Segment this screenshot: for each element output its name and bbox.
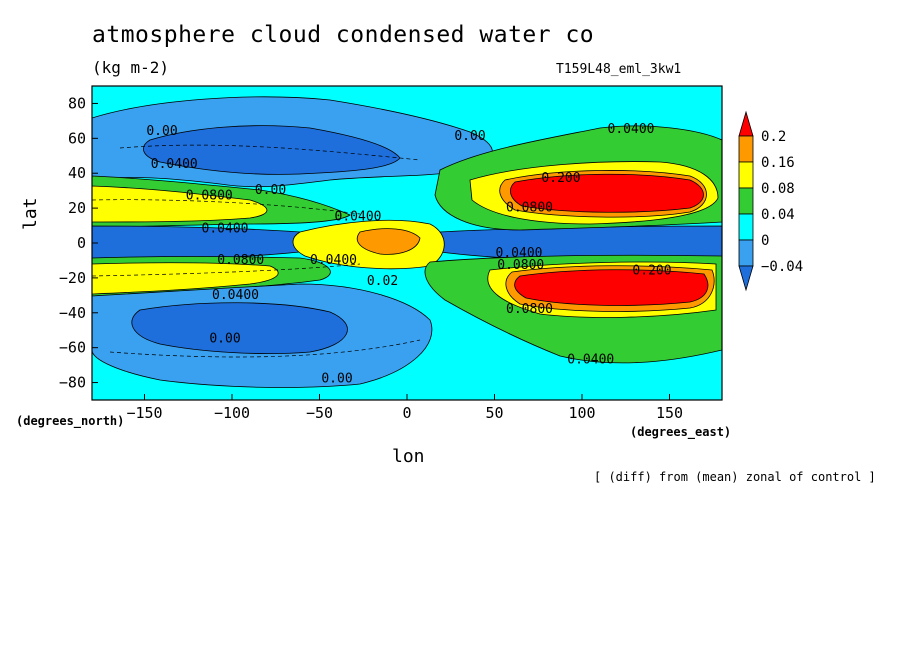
colorbar-segment — [738, 239, 754, 267]
x-tick-label: −50 — [306, 404, 333, 422]
pos-band-north-yellow — [92, 185, 268, 223]
contour-label: 0.0800 — [506, 302, 553, 317]
y-tick-label: −20 — [59, 269, 86, 287]
y-tick-label: −60 — [59, 339, 86, 357]
contour-label: 0.00 — [146, 124, 177, 139]
contour-label: 0.0800 — [186, 188, 233, 203]
contour-label: 0.00 — [321, 372, 352, 387]
contour-label: 0.0400 — [567, 352, 614, 367]
y-tick-label: 20 — [68, 199, 86, 217]
neg-region-south-core — [131, 302, 348, 354]
x-unit-label: (degrees_east) — [630, 425, 732, 439]
contour-label: 0.00 — [255, 183, 286, 198]
contour-label: 0.0400 — [212, 288, 259, 303]
contour-label: 0.200 — [632, 263, 671, 278]
dashed-contour-4 — [109, 339, 421, 358]
x-tick-label: 100 — [568, 404, 595, 422]
colorbar-label: 0.2 — [761, 129, 786, 145]
pos-band-south-yellow — [92, 262, 279, 295]
dashed-contour-3 — [119, 144, 421, 161]
colorbar-label: 0.08 — [761, 181, 795, 197]
x-axis-label: lon — [392, 446, 425, 467]
y-tick-label: −80 — [59, 374, 86, 392]
footnote: [ (diff) from (mean) zonal of control ] — [594, 470, 876, 484]
chart-title: atmosphere cloud condensed water co — [92, 22, 595, 48]
run-label: T159L48_eml_3kw1 — [556, 62, 682, 77]
colorbar-label: −0.04 — [761, 259, 803, 275]
y-tick-label: −40 — [59, 304, 86, 322]
colorbar-segment — [738, 161, 754, 189]
contour-label: 0.0400 — [608, 122, 655, 137]
colorbar-label: 0.04 — [761, 207, 795, 223]
contour-label: 0.0400 — [496, 246, 543, 261]
x-tick-label: 50 — [485, 404, 503, 422]
contour-field — [92, 86, 722, 400]
colorbar-top-arrow — [738, 110, 754, 137]
x-tick-label: 150 — [656, 404, 683, 422]
colorbar-segment — [738, 213, 754, 241]
y-unit-label: (degrees_north) — [16, 414, 125, 428]
y-tick-label: 0 — [77, 234, 86, 252]
x-tick-label: −100 — [214, 404, 250, 422]
chart-units: (kg m-2) — [92, 58, 170, 77]
colorbar-bottom-arrow — [738, 265, 754, 292]
contour-label: 0.0400 — [310, 253, 357, 268]
colorbar-label: 0 — [761, 233, 769, 249]
contour-label: 0.0400 — [202, 222, 249, 237]
pos-region-ne-red — [510, 173, 704, 213]
contour-label: 0.02 — [367, 274, 398, 289]
x-tick-label: −150 — [126, 404, 162, 422]
axes: −150 −100 −50 0 50 100 150 −80 −60 −40 −20 0 20 40 60 8… — [59, 94, 683, 422]
pos-patch-center-orange — [356, 228, 421, 255]
x-tick-label: 0 — [402, 404, 411, 422]
contour-label: 0.0800 — [506, 201, 553, 216]
y-tick-label: 40 — [68, 164, 86, 182]
neg-region-north-core — [143, 125, 401, 175]
contour-label: 0.0400 — [151, 157, 198, 172]
contour-label: 0.0800 — [217, 253, 264, 268]
colorbar-segment — [738, 187, 754, 215]
y-tick-label: 80 — [68, 94, 86, 112]
contour-label: 0.200 — [541, 171, 580, 186]
pos-region-se-red — [514, 269, 709, 306]
contour-label: 0.0800 — [497, 258, 544, 273]
y-tick-label: 60 — [68, 129, 86, 147]
contour-label: 0.00 — [454, 129, 485, 144]
colorbar-segment — [738, 135, 754, 163]
contour-label: 0.00 — [209, 331, 240, 346]
colorbar: 0.2 0.16 0.08 0.04 0 −0.04 — [738, 110, 803, 292]
colorbar-label: 0.16 — [761, 155, 795, 171]
contour-label: 0.0400 — [335, 209, 382, 224]
